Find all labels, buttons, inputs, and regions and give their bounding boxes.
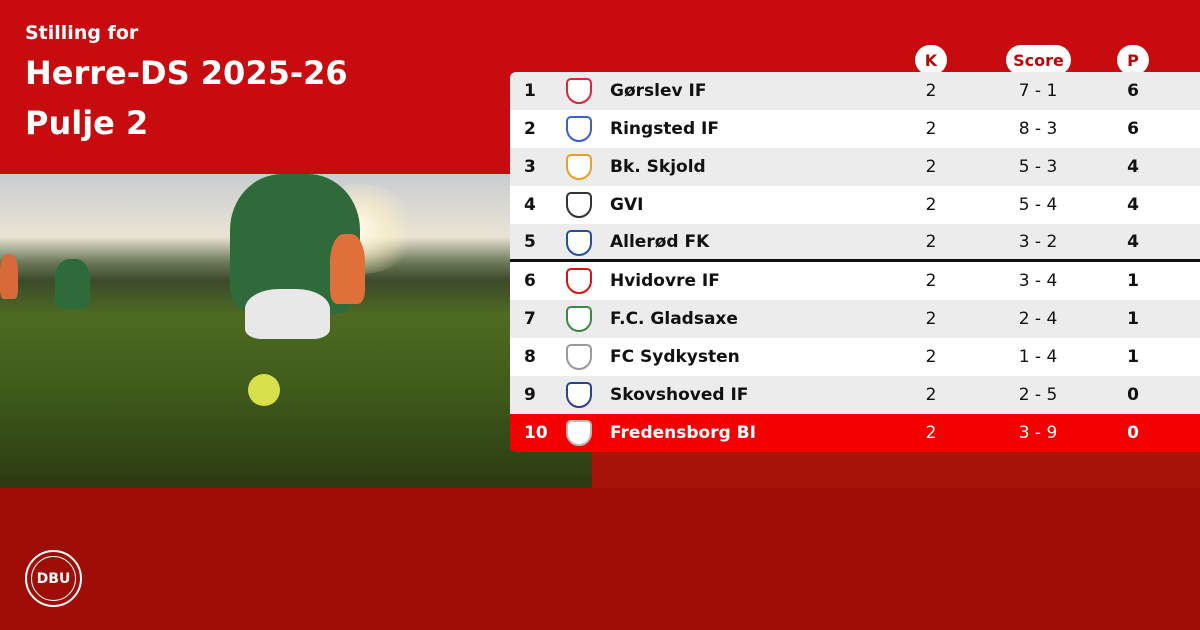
team-crest-icon (566, 192, 592, 218)
score: 3 - 9 (1018, 423, 1058, 443)
team-name: Gørslev IF (610, 81, 707, 101)
position: 5 (524, 231, 536, 252)
points: 0 (1127, 385, 1139, 405)
team-name: Ringsted IF (610, 119, 719, 139)
team-crest-icon (566, 268, 592, 294)
score: 8 - 3 (1018, 119, 1058, 139)
position: 8 (524, 347, 536, 367)
table-row[interactable]: 9 Skovshoved IF 2 2 - 5 0 (510, 376, 1200, 414)
team-crest-icon (566, 116, 592, 142)
score: 2 - 5 (1018, 385, 1058, 405)
team-name: Hvidovre IF (610, 271, 720, 291)
team-crest-icon (566, 382, 592, 408)
played: 2 (925, 271, 937, 291)
football-photo (0, 174, 592, 488)
background-pattern (592, 452, 1200, 488)
position: 1 (524, 81, 536, 101)
position: 6 (524, 271, 536, 291)
team-name: F.C. Gladsaxe (610, 309, 738, 329)
position: 2 (524, 119, 536, 139)
points: 1 (1127, 347, 1139, 367)
played: 2 (925, 157, 937, 177)
position: 4 (524, 195, 536, 215)
points: 4 (1127, 231, 1139, 252)
played: 2 (925, 231, 937, 252)
position: 7 (524, 309, 536, 329)
dbu-logo-text: DBU (36, 570, 71, 587)
header-score: Score (1006, 45, 1071, 75)
score: 3 - 2 (1018, 231, 1058, 252)
played: 2 (925, 119, 937, 139)
points: 1 (1127, 309, 1139, 329)
dbu-logo: DBU (25, 550, 82, 607)
points: 1 (1127, 271, 1139, 291)
header-played: K (915, 45, 947, 75)
table-row[interactable]: 3 Bk. Skjold 2 5 - 3 4 (510, 148, 1200, 186)
position: 10 (524, 423, 548, 443)
team-name: Skovshoved IF (610, 385, 749, 405)
header-points: P (1117, 45, 1149, 75)
table-row[interactable]: 4 GVI 2 5 - 4 4 (510, 186, 1200, 224)
table-row[interactable]: 2 Ringsted IF 2 8 - 3 6 (510, 110, 1200, 148)
group-title: Pulje 2 (25, 104, 149, 142)
table-row[interactable]: 6 Hvidovre IF 2 3 - 4 1 (510, 262, 1200, 300)
team-name: Bk. Skjold (610, 157, 706, 177)
points: 6 (1127, 119, 1139, 139)
team-crest-icon (566, 344, 592, 370)
table-row[interactable]: 5 Allerød FK 2 3 - 2 4 (510, 224, 1200, 262)
team-crest-icon (566, 230, 592, 256)
played: 2 (925, 309, 937, 329)
played: 2 (925, 423, 937, 443)
page-title: Herre-DS 2025-26 (25, 54, 348, 92)
score: 5 - 4 (1018, 195, 1058, 215)
score: 7 - 1 (1018, 81, 1058, 101)
table-row[interactable]: 8 FC Sydkysten 2 1 - 4 1 (510, 338, 1200, 376)
played: 2 (925, 347, 937, 367)
position: 3 (524, 157, 536, 177)
points: 4 (1127, 195, 1139, 215)
table-row[interactable]: 1 Gørslev IF 2 7 - 1 6 (510, 72, 1200, 110)
score: 5 - 3 (1018, 157, 1058, 177)
team-name: Allerød FK (610, 231, 710, 252)
subtitle: Stilling for (25, 22, 139, 44)
score: 1 - 4 (1018, 347, 1058, 367)
points: 6 (1127, 81, 1139, 101)
table-row[interactable]: 7 F.C. Gladsaxe 2 2 - 4 1 (510, 300, 1200, 338)
team-crest-icon (566, 420, 592, 446)
position: 9 (524, 385, 536, 405)
played: 2 (925, 385, 937, 405)
points: 4 (1127, 157, 1139, 177)
team-crest-icon (566, 78, 592, 104)
team-crest-icon (566, 154, 592, 180)
points: 0 (1127, 423, 1139, 443)
team-name: FC Sydkysten (610, 347, 740, 367)
team-crest-icon (566, 306, 592, 332)
score: 2 - 4 (1018, 309, 1058, 329)
score: 3 - 4 (1018, 271, 1058, 291)
played: 2 (925, 81, 937, 101)
played: 2 (925, 195, 937, 215)
team-name: Fredensborg BI (610, 423, 756, 443)
team-name: GVI (610, 195, 644, 215)
table-row[interactable]: 10 Fredensborg BI 2 3 - 9 0 (510, 414, 1200, 452)
standings-table: 1 Gørslev IF 2 7 - 1 6 2 Ringsted IF 2 8 - 3 6 3 Bk… (510, 72, 1200, 452)
